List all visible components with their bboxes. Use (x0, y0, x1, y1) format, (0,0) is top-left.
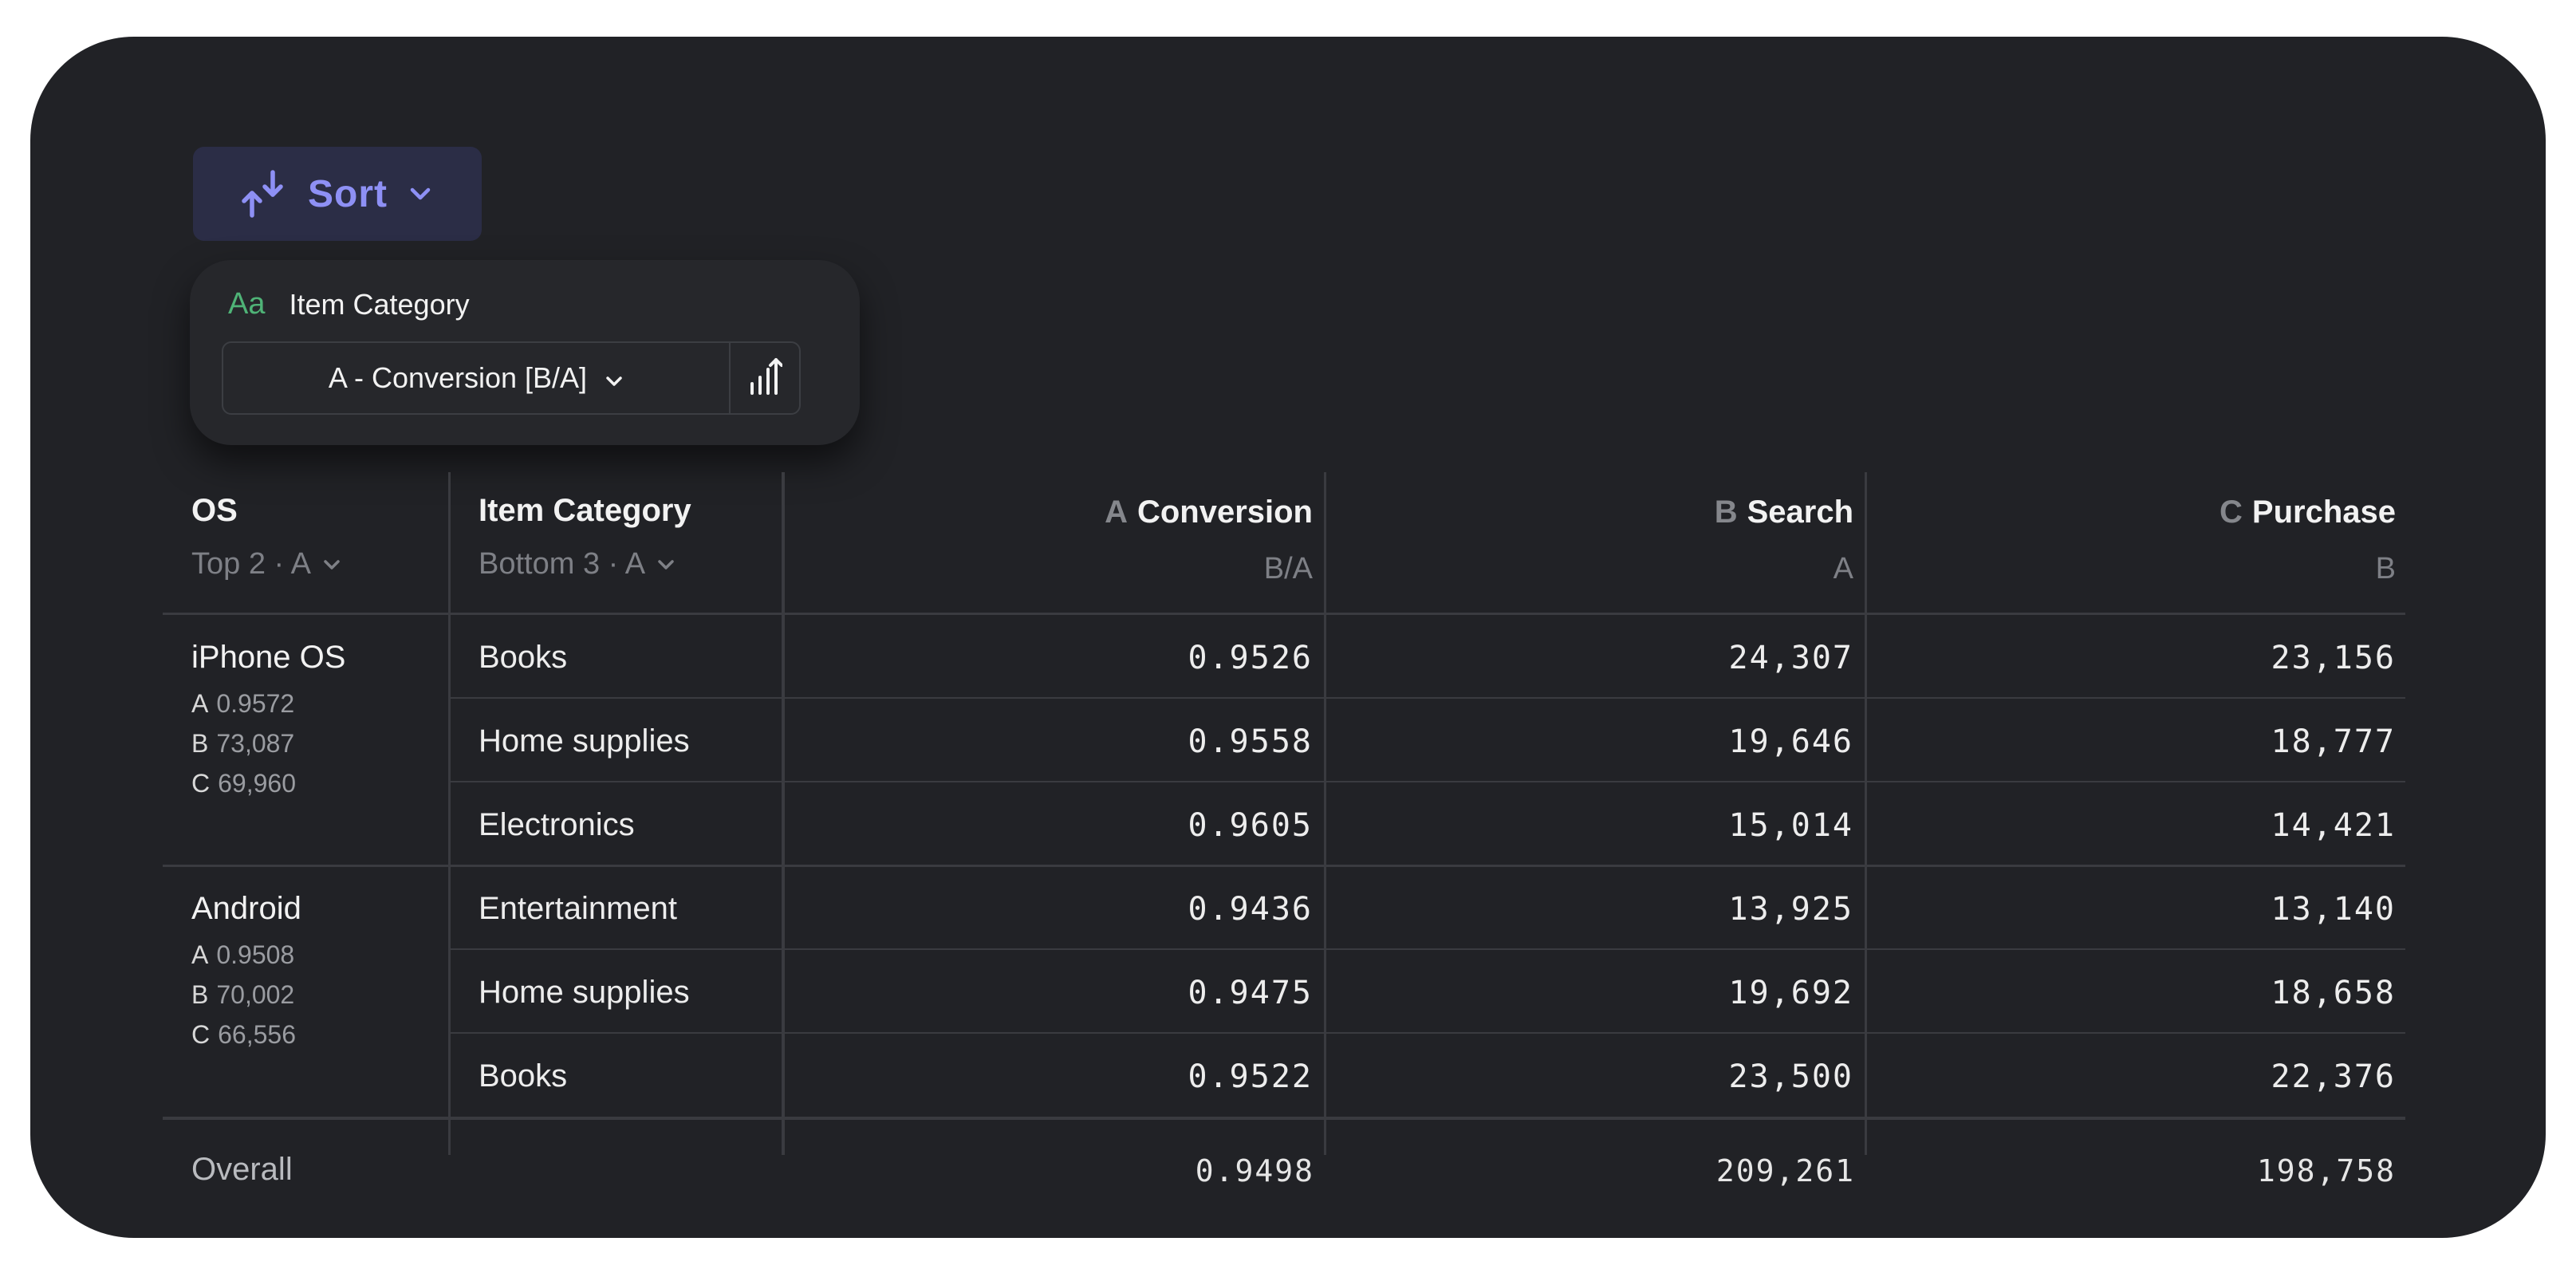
metric-a-cell: 0.9475 (1188, 975, 1313, 1011)
category-cell: Electronics (479, 807, 635, 842)
table-row-divider (450, 781, 2405, 782)
os-column-header: OS (191, 493, 238, 528)
category-cell: Books (479, 1058, 568, 1094)
metric-b-cell: 19,692 (1728, 975, 1853, 1011)
category-cell: Home supplies (479, 723, 690, 759)
metric-a-cell: 0.9436 (1188, 891, 1313, 928)
table-row-divider (450, 948, 2405, 950)
os-stat: C 69,960 (191, 769, 296, 798)
metric-a-header[interactable]: A Conversion (1105, 495, 1313, 530)
metric-name: Purchase (2251, 495, 2396, 530)
table-header-divider (163, 613, 2405, 615)
table-column-divider (448, 472, 451, 1155)
metric-b-cell: 13,925 (1728, 891, 1853, 928)
metric-a-cell: 0.9522 (1188, 1058, 1313, 1095)
os-group-label: Android (191, 891, 301, 926)
table-row-divider (450, 1032, 2405, 1034)
os-stat: B 73,087 (191, 729, 295, 758)
metric-letter: A (1105, 495, 1128, 530)
category-cell: Books (479, 640, 568, 675)
metric-name: Search (1747, 495, 1853, 530)
metric-c-formula: B (2375, 552, 2396, 585)
sort-metric-selector: A - Conversion [B/A] (222, 341, 801, 415)
chevron-down-icon (605, 361, 624, 395)
sort-metric-dropdown[interactable]: A - Conversion [B/A] (223, 343, 729, 413)
table-column-divider (1865, 472, 1867, 1155)
metric-a-cell: 0.9558 (1188, 723, 1313, 760)
item-category-filter-label: Bottom 3 · A (479, 547, 646, 581)
chevron-down-icon (658, 559, 674, 570)
metric-c-header[interactable]: C Purchase (2220, 495, 2396, 530)
sort-label: Sort (308, 172, 388, 215)
os-filter-label: Top 2 · A (191, 547, 311, 581)
os-stat: A 0.9572 (191, 689, 295, 718)
os-stat: B 70,002 (191, 980, 295, 1009)
table-column-divider (1324, 472, 1326, 1155)
metric-letter: B (1714, 495, 1738, 530)
item-category-column-header: Item Category (479, 493, 691, 528)
overall-metric-b: 209,261 (1715, 1153, 1855, 1188)
overall-metric-a: 0.9498 (1195, 1153, 1314, 1188)
metric-b-cell: 19,646 (1728, 723, 1853, 760)
category-cell: Entertainment (479, 891, 678, 926)
os-filter-dropdown[interactable]: Top 2 · A (191, 547, 341, 581)
sort-metric-value: A - Conversion [B/A] (328, 361, 588, 394)
chevron-down-icon (324, 559, 340, 570)
overall-metric-c: 198,758 (2256, 1153, 2396, 1188)
metric-letter: C (2220, 495, 2243, 530)
metric-c-cell: 23,156 (2271, 640, 2396, 676)
chevron-down-icon (408, 186, 432, 202)
sort-field-label: Item Category (289, 287, 470, 321)
os-stat: C 66,556 (191, 1020, 296, 1049)
category-cell: Home supplies (479, 975, 690, 1010)
metric-a-cell: 0.9526 (1188, 640, 1313, 676)
sort-ascending-bars-icon (747, 357, 783, 400)
metric-b-cell: 23,500 (1728, 1058, 1853, 1095)
table-column-divider (782, 472, 785, 1155)
metric-a-formula: B/A (1263, 552, 1313, 585)
item-category-filter-dropdown[interactable]: Bottom 3 · A (479, 547, 676, 581)
metric-name: Conversion (1136, 495, 1313, 530)
metric-b-header[interactable]: B Search (1715, 495, 1853, 530)
metric-b-cell: 24,307 (1728, 640, 1853, 676)
text-type-icon: Aa (228, 287, 266, 321)
metric-c-cell: 14,421 (2271, 807, 2396, 844)
sort-arrows-icon (238, 169, 287, 219)
metric-b-formula: A (1833, 552, 1853, 585)
sort-button[interactable]: Sort (193, 147, 482, 241)
sort-popover: Aa Item Category A - Conversion [B/A] (190, 260, 860, 445)
metric-c-cell: 22,376 (2271, 1058, 2396, 1095)
overall-label: Overall (191, 1152, 293, 1187)
table-row-divider (450, 697, 2405, 699)
sort-direction-button[interactable] (729, 343, 799, 413)
os-group-label: iPhone OS (191, 640, 346, 675)
os-stat: A 0.9508 (191, 940, 295, 969)
sort-field-header: Aa Item Category (228, 287, 470, 321)
table-footer-divider (163, 1117, 2405, 1120)
metric-c-cell: 18,777 (2271, 723, 2396, 760)
metric-a-cell: 0.9605 (1188, 807, 1313, 844)
table-group-divider (163, 865, 2405, 867)
metric-c-cell: 13,140 (2271, 891, 2396, 928)
metric-b-cell: 15,014 (1728, 807, 1853, 844)
metric-c-cell: 18,658 (2271, 975, 2396, 1011)
report-card: Sort Aa Item Category A - Conversion [B/… (30, 37, 2546, 1238)
